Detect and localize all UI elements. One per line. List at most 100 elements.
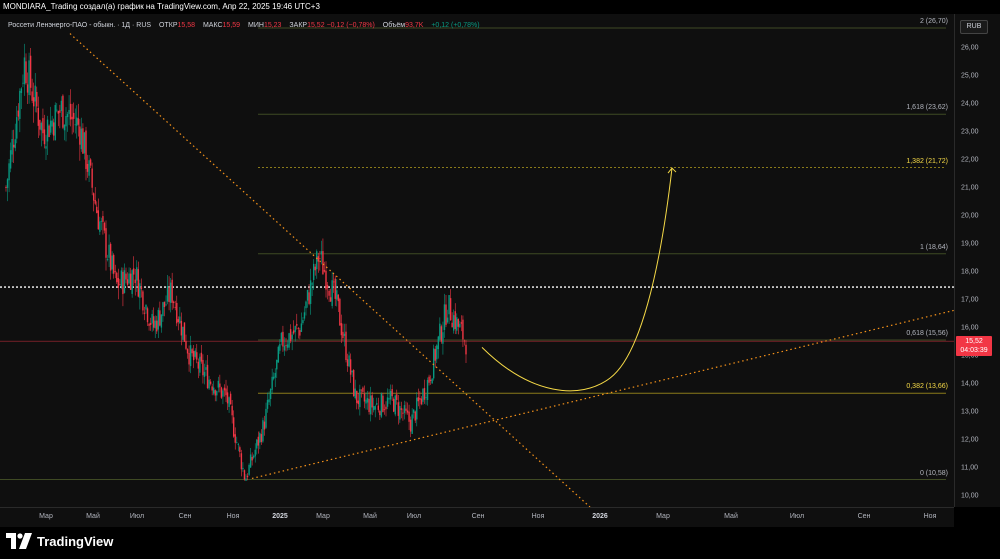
candle-body [209,381,212,384]
candle-body [402,412,404,414]
candle-body [43,129,46,145]
currency-button[interactable]: RUB [960,20,988,34]
candle-body [368,398,370,413]
candle-body [306,290,309,301]
candle-body [62,95,64,128]
candle-body [289,329,292,342]
tradingview-logo[interactable]: TradingView [6,533,113,549]
candle-body [377,405,380,410]
candle-body [231,405,233,416]
candle-body [339,298,341,326]
candle-body [186,349,189,354]
candle-body [343,333,346,336]
candle-body [192,351,195,361]
candle-body [174,306,176,308]
candle-body [25,61,27,84]
candle-body [89,159,92,166]
candle-body [237,443,240,445]
candle-body [109,243,112,271]
candle-body [431,378,433,384]
candle-body [11,139,13,155]
candle-body [416,397,418,420]
candle-body [394,395,396,415]
candle-body [17,110,20,117]
symbol-legend: Россети Ленэнерго-ПАО - обыкн. · 1Д · RU… [8,22,480,29]
candle-body [314,266,316,271]
price-axis[interactable]: 26,00 25,00 24,00 23,00 22,00 21,00 20,00 19,00… [954,14,1000,507]
candle-body [46,119,49,142]
candle-body [446,317,449,323]
candle-body [143,312,146,314]
candle-body [222,390,224,397]
candle-body [463,340,466,342]
candle-body [37,107,40,126]
candle-body [269,389,272,399]
chart-pane[interactable]: Россети Ленэнерго-ПАО - обыкн. · 1Д · RU… [0,14,954,507]
price-tick-label: 22,00 [961,156,979,164]
candle-body [36,91,38,107]
candle-body [302,320,304,324]
candle-body [219,383,221,388]
legend-high-label: МАКС [202,22,223,29]
price-tick-label: 14,00 [961,380,979,388]
candle-body [128,273,130,284]
candle-body [345,331,347,360]
candle-body [82,128,84,154]
candle-body [348,355,350,367]
candle-body [228,397,230,407]
candle-body [442,332,444,344]
candle-body [232,417,235,437]
fib-level-label: 1 (18,64) [919,243,948,251]
candle-body [400,408,403,410]
candle-body [134,279,136,284]
candle-body [140,286,143,289]
candle-body [200,352,203,362]
time-tick-label: Сен [178,513,192,520]
projected-path [481,168,673,392]
time-tick-label: Ноя [923,513,937,520]
candle-body [352,370,355,397]
candle-body [112,254,115,274]
candle-body [323,270,326,272]
candle-body [208,379,210,389]
candle-body [71,116,73,120]
tradingview-logo-icon [6,533,32,549]
legend-symbol[interactable]: Россети Ленэнерго-ПАО - обыкн. · 1Д · RU… [8,22,152,29]
candle-body [256,439,258,449]
legend-open-label: ОТКР [159,22,178,29]
candle-body [454,311,456,329]
candle-body [234,434,236,443]
candle-body [65,116,67,127]
candle-body [52,122,55,136]
chart-canvas[interactable] [0,14,954,507]
candle-body [440,326,443,342]
candle-body [439,323,441,340]
candle-body [59,110,61,113]
candle-body [83,132,86,154]
candle-body [96,206,98,213]
candle-body [346,359,349,367]
candle-body [9,150,12,169]
candle-body [126,279,129,285]
legend-low-value: 15,23 [263,22,282,29]
candle-body [48,125,50,137]
candle-body [322,251,324,275]
time-axis[interactable]: Мар Май Июл Сен Ноя 2025 Мар Май Июл Сен Ноя 2026 Ма… [0,507,954,528]
candle-body [91,168,93,188]
candle-body [326,284,329,289]
time-tick-label: Мар [39,513,53,520]
candle-body [380,393,383,417]
legend-change: −0,12 (−0,78%) [326,22,375,29]
candle-body [334,278,336,299]
candle-body [179,316,181,323]
candle-body [319,258,321,260]
candle-body [374,406,376,410]
candle-body [316,251,318,270]
candle-body [229,393,232,405]
candle-body [279,344,281,351]
candle-body [117,278,120,288]
candle-body [151,313,153,324]
candle-body [191,349,193,354]
candle-body [23,57,26,85]
candle-body [148,323,150,326]
